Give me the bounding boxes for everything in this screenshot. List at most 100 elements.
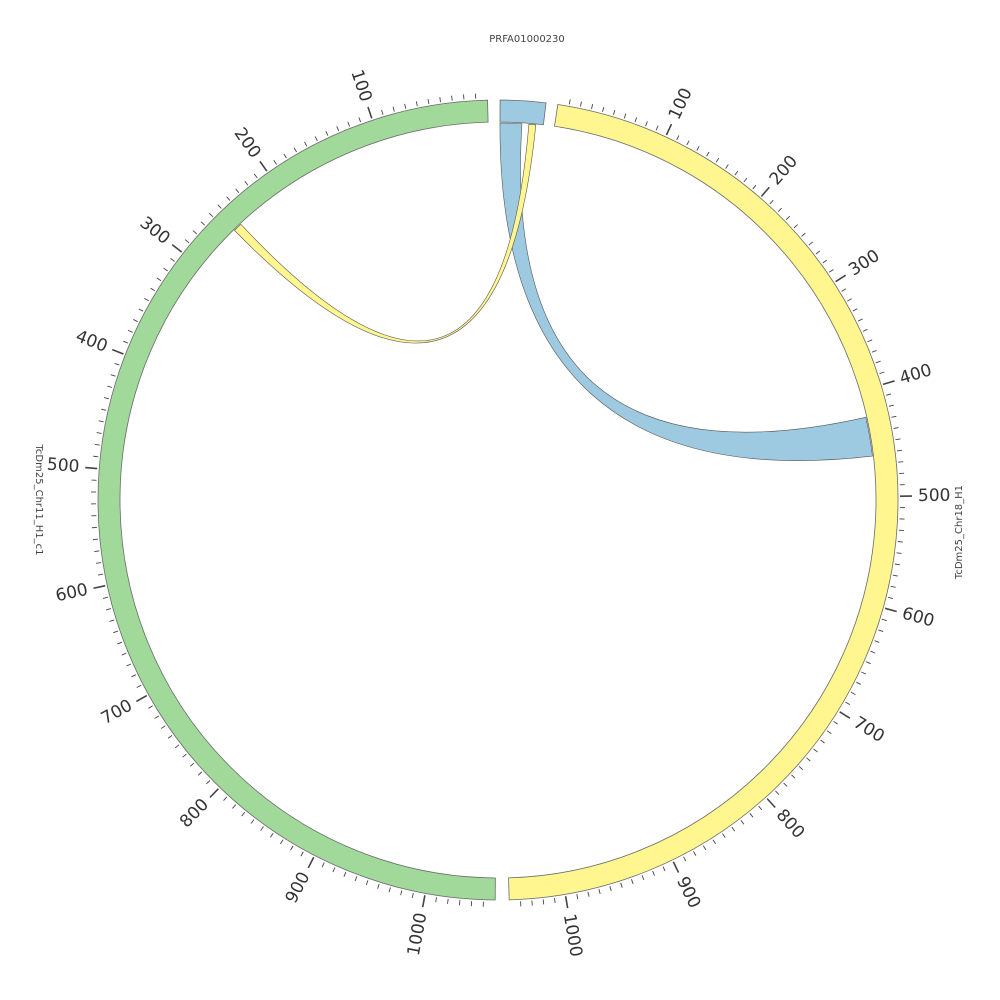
minor-tick [197, 771, 203, 776]
minor-tick [182, 753, 187, 758]
segments-layer [97, 99, 899, 901]
minor-tick [894, 563, 900, 566]
minor-tick [865, 661, 871, 665]
minor-tick [95, 562, 101, 564]
minor-tick [304, 141, 308, 147]
minor-tick [293, 147, 298, 153]
minor-tick [241, 811, 246, 817]
labels-layer: PRFA01000230 TcDm25_Chr18_H1 TcDm25_Chr1… [33, 34, 965, 580]
minor-tick [833, 721, 838, 725]
minor-tick [808, 241, 813, 246]
minor-tick [150, 287, 156, 292]
minor-tick [820, 739, 825, 744]
minor-tick [279, 839, 284, 845]
minor-tick [300, 851, 304, 857]
minor-tick [321, 862, 325, 868]
minor-tick [170, 258, 175, 262]
ticks-layer: 100 200 300 400 500 600 700 800 900 1000 100 200 300… [46, 67, 950, 958]
minor-tick [878, 629, 884, 633]
minor-tick [235, 188, 240, 193]
minor-tick [404, 103, 407, 109]
minor-tick [273, 160, 277, 165]
minor-tick [892, 574, 898, 577]
tick-label: 800 [772, 805, 809, 842]
minor-tick [829, 269, 834, 273]
tick-label: 1000 [404, 911, 432, 957]
minor-tick [686, 140, 690, 146]
minor-tick [332, 867, 336, 873]
minor-tick [847, 298, 852, 302]
minor-tick [758, 805, 763, 811]
minor-tick [896, 449, 903, 452]
minor-tick [806, 757, 811, 762]
minor-tick [439, 97, 441, 103]
minor-tick [114, 362, 120, 366]
major-tick [766, 798, 776, 809]
major-tick [209, 788, 219, 798]
minor-tick [427, 98, 430, 105]
major-tick [564, 896, 569, 909]
major-tick [135, 694, 148, 703]
minor-tick [226, 196, 231, 201]
minor-tick [435, 897, 437, 903]
minor-tick [879, 371, 885, 374]
minor-tick [148, 705, 153, 709]
minor-tick [400, 890, 403, 896]
major-tick [665, 123, 673, 136]
minor-tick [136, 684, 142, 688]
minor-tick [156, 277, 162, 282]
minor-tick [841, 288, 847, 292]
minor-tick [163, 267, 168, 272]
minor-tick [96, 432, 102, 434]
tick-label: 400 [73, 326, 111, 356]
minor-tick [270, 833, 274, 838]
tick-label: 900 [672, 874, 704, 912]
minor-tick [94, 443, 100, 446]
minor-tick [223, 796, 228, 801]
minor-tick [874, 640, 880, 643]
minor-tick [117, 641, 123, 645]
minor-tick [123, 340, 129, 344]
major-tick [884, 607, 897, 613]
minor-tick [813, 748, 818, 753]
minor-tick [283, 153, 287, 159]
minor-tick [192, 230, 198, 235]
minor-tick [734, 170, 739, 176]
minor-tick [109, 619, 115, 622]
minor-tick [793, 224, 798, 229]
minor-tick [706, 151, 710, 157]
minor-tick [103, 397, 110, 400]
minor-tick [250, 819, 255, 824]
minor-tick [693, 851, 697, 856]
minor-tick [133, 319, 138, 323]
minor-tick [354, 876, 358, 882]
minor-tick [388, 887, 391, 893]
minor-tick [886, 393, 892, 396]
minor-tick [783, 782, 788, 787]
minor-tick [411, 892, 414, 898]
minor-tick [867, 339, 873, 343]
minor-tick [870, 650, 876, 654]
minor-tick [881, 618, 887, 622]
major-tick [85, 466, 98, 470]
minor-tick [377, 883, 380, 889]
major-tick [171, 243, 183, 253]
minor-tick [852, 308, 858, 312]
minor-tick [850, 691, 856, 696]
minor-tick [676, 135, 680, 141]
minor-tick [244, 181, 249, 186]
segment-chr11 [97, 99, 496, 901]
minor-tick [815, 250, 821, 255]
minor-tick [232, 804, 237, 809]
minor-tick [801, 232, 806, 237]
minor-tick [217, 204, 222, 209]
links-layer [234, 122, 873, 461]
minor-tick [641, 875, 645, 881]
minor-tick [107, 385, 113, 388]
segment-chr18 [508, 104, 899, 901]
minor-tick [451, 95, 453, 101]
minor-tick [652, 870, 655, 876]
minor-tick [893, 427, 899, 429]
tick-label: 800 [176, 795, 213, 832]
